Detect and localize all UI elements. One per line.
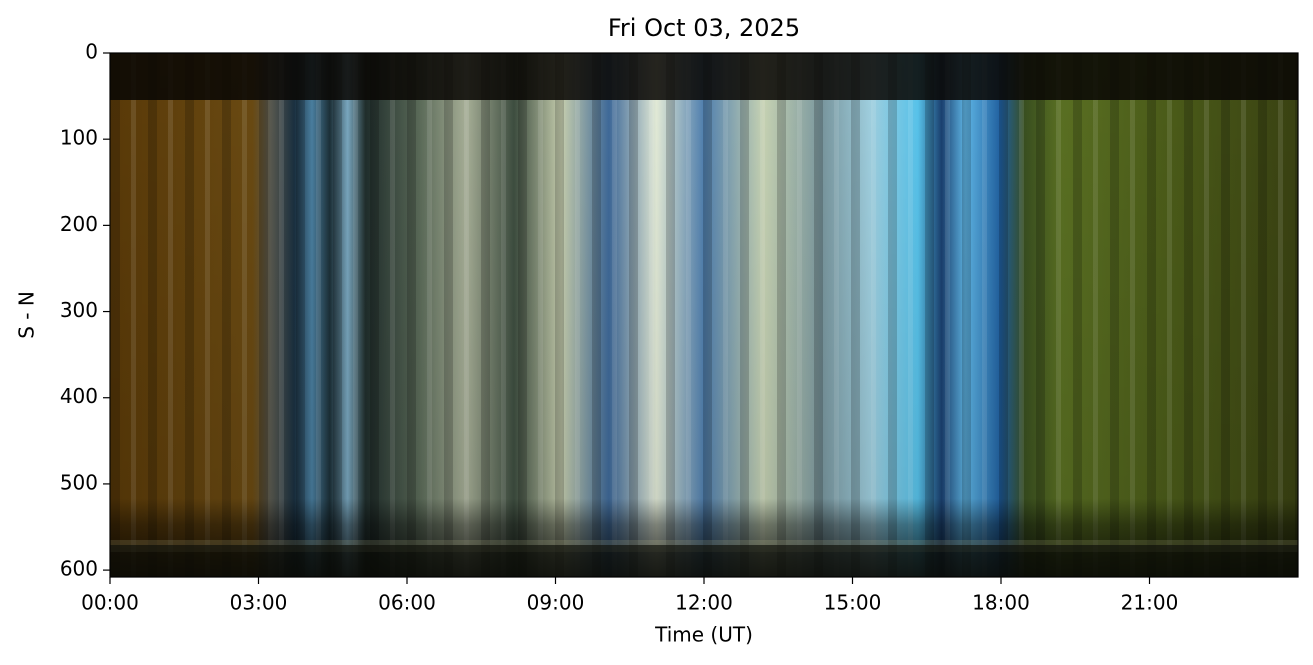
y-tick-label: 600: [60, 557, 98, 581]
y-tick-label: 0: [85, 40, 98, 64]
y-tick-label: 100: [60, 126, 98, 150]
x-axis-label: Time (UT): [654, 623, 753, 647]
x-tick-label: 15:00: [824, 591, 882, 615]
y-tick-label: 300: [60, 298, 98, 322]
y-tick-label: 500: [60, 470, 98, 494]
keogram-image: [110, 53, 1298, 577]
x-tick-label: 18:00: [972, 591, 1030, 615]
x-tick-label: 12:00: [675, 591, 733, 615]
y-tick-label: 200: [60, 212, 98, 236]
x-tick-label: 00:00: [81, 591, 139, 615]
y-tick-label: 400: [60, 384, 98, 408]
y-axis-label: S - N: [15, 291, 39, 339]
x-tick-label: 06:00: [378, 591, 436, 615]
x-tick-label: 09:00: [527, 591, 585, 615]
chart-title: Fri Oct 03, 2025: [608, 14, 800, 42]
x-tick-label: 21:00: [1121, 591, 1179, 615]
x-tick-label: 03:00: [230, 591, 288, 615]
